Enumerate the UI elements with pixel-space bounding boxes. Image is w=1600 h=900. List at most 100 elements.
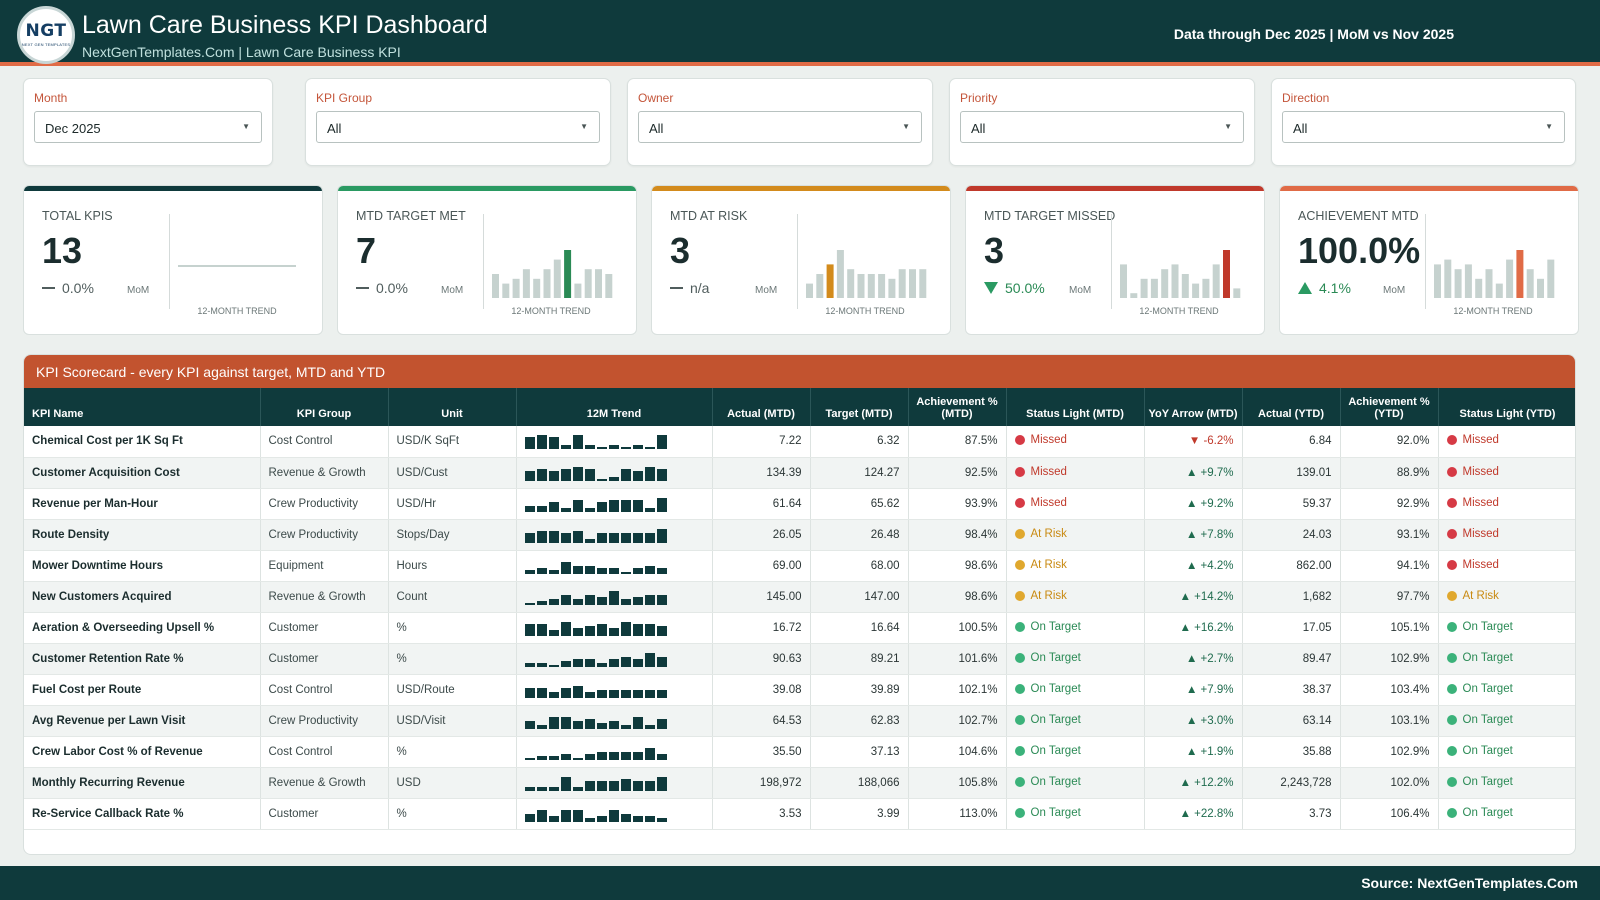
trend-bar	[826, 264, 834, 298]
trend-bar	[632, 445, 643, 450]
table-row[interactable]: Monthly Recurring Revenue Revenue & Growt…	[24, 767, 1575, 799]
trend-bar	[608, 567, 619, 574]
kpi-delta-value: 0.0%	[62, 280, 94, 296]
kpi-group-cell: Customer	[260, 643, 389, 675]
table-row[interactable]: Re-Service Callback Rate % Customer% 3.53 3…	[24, 798, 1575, 830]
target-mtd-cell: 3.99	[810, 798, 909, 830]
col-header-target-mtd[interactable]: Target (MTD)	[810, 388, 909, 426]
divider	[1425, 214, 1426, 309]
trend-bar	[620, 724, 631, 729]
status-text: On Target	[1462, 682, 1513, 695]
status-text: Missed	[1462, 434, 1499, 447]
status-badge: Missed	[1014, 497, 1067, 509]
kpi-group-select[interactable]: All ▼	[316, 111, 600, 143]
logo-subtext: NEXT GEN TEMPLATES	[21, 42, 71, 47]
kpi-group-cell: Cost Control	[260, 736, 389, 768]
actual-ytd-cell: 862.00	[1242, 550, 1341, 582]
trend-bar	[632, 780, 643, 791]
trend-bar	[1485, 269, 1493, 298]
caret-down-icon: ▼	[1224, 122, 1232, 131]
status-light-icon	[1446, 621, 1457, 632]
trend-bar	[620, 571, 631, 574]
table-row[interactable]: New Customers Acquired Revenue & Growth Co…	[24, 581, 1575, 613]
direction-select[interactable]: All ▼	[1282, 111, 1565, 143]
actual-mtd-cell: 145.00	[712, 581, 811, 613]
trend-bar	[560, 776, 571, 791]
col-header-achievement-ytd[interactable]: Achievement % (YTD)	[1340, 388, 1439, 426]
table-row[interactable]: Customer Acquisition Cost Revenue & Growt…	[24, 457, 1575, 489]
kpi-delta: 0.0%	[356, 280, 408, 296]
achievement-ytd-cell: 103.1%	[1340, 705, 1439, 737]
trend-bar	[584, 269, 592, 298]
col-header-12m-trend[interactable]: 12M Trend	[516, 388, 713, 426]
trend-bar	[656, 528, 667, 543]
table-row[interactable]: Revenue per Man-Hour Crew Productivity USD…	[24, 488, 1575, 520]
status-badge: Missed	[1446, 497, 1499, 509]
table-row[interactable]: Customer Retention Rate % Customer% 90.63 8…	[24, 643, 1575, 675]
scorecard-title: KPI Scorecard - every KPI against target…	[24, 355, 1575, 388]
trend-bar	[632, 596, 643, 605]
status-text: Missed	[1462, 558, 1499, 571]
status-text: On Target	[1462, 806, 1513, 819]
trend-bar	[644, 689, 655, 698]
trend-bar	[548, 664, 559, 667]
priority-select[interactable]: All ▼	[960, 111, 1244, 143]
trend-bar	[548, 755, 559, 760]
trend-cell	[516, 426, 713, 458]
kpi-mom-label: MoM	[1069, 285, 1092, 296]
trend-bar	[632, 751, 643, 760]
col-header-status-ytd[interactable]: Status Light (YTD)	[1438, 388, 1575, 426]
trend-bar	[620, 499, 631, 512]
trend-bar	[572, 530, 583, 543]
filter-kpi-group: KPI Group All ▼	[305, 78, 611, 166]
yoy-arrow-cell: ▲ +9.7%	[1144, 457, 1243, 489]
trend-bar	[1223, 250, 1230, 298]
table-row[interactable]: Aeration & Overseeding Upsell % Customer%…	[24, 612, 1575, 644]
col-header-achievement-mtd[interactable]: Achievement % (MTD)	[908, 388, 1007, 426]
trend-bar	[536, 662, 547, 667]
col-header-yoy-arrow[interactable]: YoY Arrow (MTD)	[1144, 388, 1243, 426]
trend-bar	[533, 278, 541, 298]
kpi-name-cell: Customer Retention Rate %	[24, 643, 261, 675]
achievement-mtd-cell: 98.4%	[908, 519, 1007, 551]
col-header-status-mtd[interactable]: Status Light (MTD)	[1006, 388, 1145, 426]
table-row[interactable]: Route Density Crew Productivity Stops/Day 2…	[24, 519, 1575, 551]
trend-bar	[572, 720, 583, 729]
actual-ytd-cell: 63.14	[1242, 705, 1341, 737]
kpi-delta: n/a	[670, 280, 709, 296]
kpi-mom-label: MoM	[755, 285, 778, 296]
col-header-kpi-name[interactable]: KPI Name	[24, 388, 261, 426]
trend-bar	[1526, 269, 1534, 298]
month-select[interactable]: Dec 2025 ▼	[34, 111, 262, 143]
unit-cell: USD/Hr	[388, 488, 517, 520]
trend-bar	[560, 561, 571, 574]
status-light-icon	[1446, 528, 1457, 539]
status-light-icon	[1014, 466, 1025, 477]
status-light-icon	[1014, 435, 1025, 446]
table-row[interactable]: Chemical Cost per 1K Sq Ft Cost Control US…	[24, 426, 1575, 458]
trend-bar	[632, 532, 643, 543]
table-row[interactable]: Crew Labor Cost % of Revenue Cost Control…	[24, 736, 1575, 768]
row-sparkline	[524, 776, 667, 791]
col-header-unit[interactable]: Unit	[388, 388, 517, 426]
trend-bar	[620, 598, 631, 605]
col-header-kpi-group[interactable]: KPI Group	[260, 388, 389, 426]
table-row[interactable]: Avg Revenue per Lawn Visit Crew Productiv…	[24, 705, 1575, 737]
table-row[interactable]: Mower Downtime Hours Equipment Hours 69.00 6…	[24, 550, 1575, 582]
dash-icon	[42, 287, 55, 289]
kpi-delta: 4.1%	[1298, 280, 1351, 296]
kpi-card-mtd-at-risk: MTD AT RISK 3 n/a MoM 12-MONTH TREND	[651, 185, 951, 335]
trend-bar	[608, 689, 619, 698]
trend-bar	[608, 809, 619, 822]
trend-bar	[1475, 278, 1483, 298]
trend-bar	[560, 532, 571, 543]
status-light-icon	[1446, 466, 1457, 477]
trend-bar	[584, 468, 595, 481]
status-badge: On Target	[1446, 621, 1513, 633]
col-header-actual-mtd[interactable]: Actual (MTD)	[712, 388, 811, 426]
table-row[interactable]: Fuel Cost per Route Cost Control USD/Route…	[24, 674, 1575, 706]
owner-select[interactable]: All ▼	[638, 111, 922, 143]
trend-bar	[898, 269, 906, 298]
col-header-actual-ytd[interactable]: Actual (YTD)	[1242, 388, 1341, 426]
trend-bar	[524, 470, 535, 481]
